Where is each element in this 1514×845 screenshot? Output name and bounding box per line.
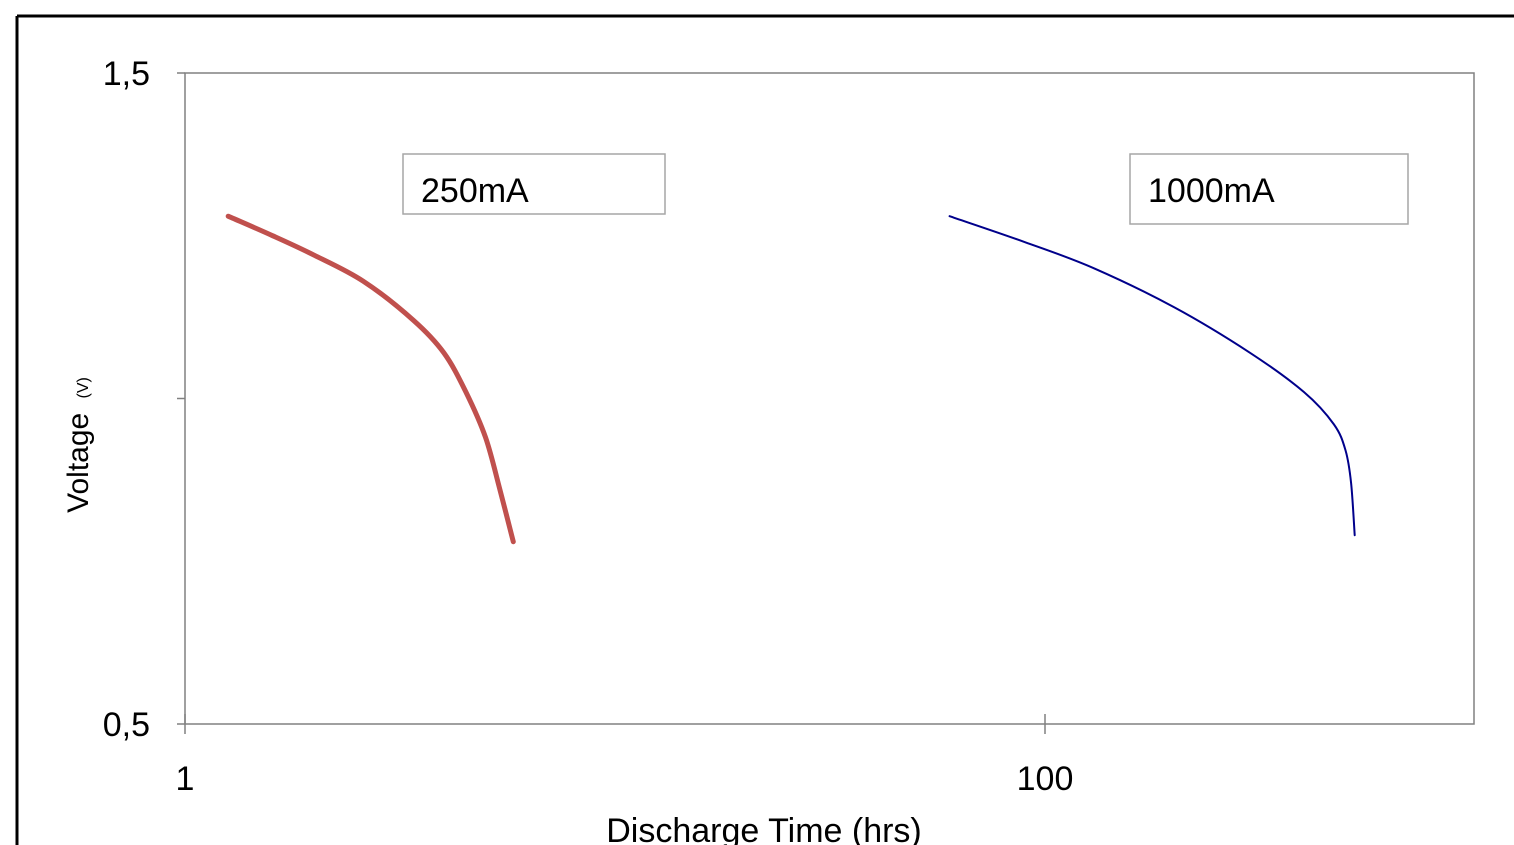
- annotation-label: 250mA: [421, 172, 529, 210]
- series-line-250ma: [225, 213, 516, 545]
- annotation-1000ma: 1000mA: [1129, 153, 1409, 225]
- y-axis-unit: (V): [75, 377, 92, 398]
- annotation-box: [1129, 153, 1409, 225]
- y-tick-label: 1,5: [103, 55, 150, 93]
- x-axis-ticks: 1 100: [176, 714, 1074, 798]
- series-line-1000ma: [948, 215, 1356, 537]
- y-axis-title: Voltage (V): [62, 377, 95, 513]
- y-axis-ticks: 0,5 1,5: [103, 55, 185, 744]
- series-layer: [225, 213, 1356, 545]
- annotation-250ma: 250mA: [402, 153, 666, 215]
- x-tick-label: 100: [1017, 760, 1074, 798]
- annotation-label: 1000mA: [1148, 172, 1275, 210]
- x-axis-title: Discharge Time (hrs): [606, 812, 922, 845]
- y-tick-label: 0,5: [103, 706, 150, 744]
- annotation-box: [402, 153, 666, 215]
- y-axis-label: Voltage: [62, 413, 95, 513]
- x-tick-label: 1: [176, 760, 195, 798]
- annotation-layer: 250mA 1000mA: [402, 153, 1409, 225]
